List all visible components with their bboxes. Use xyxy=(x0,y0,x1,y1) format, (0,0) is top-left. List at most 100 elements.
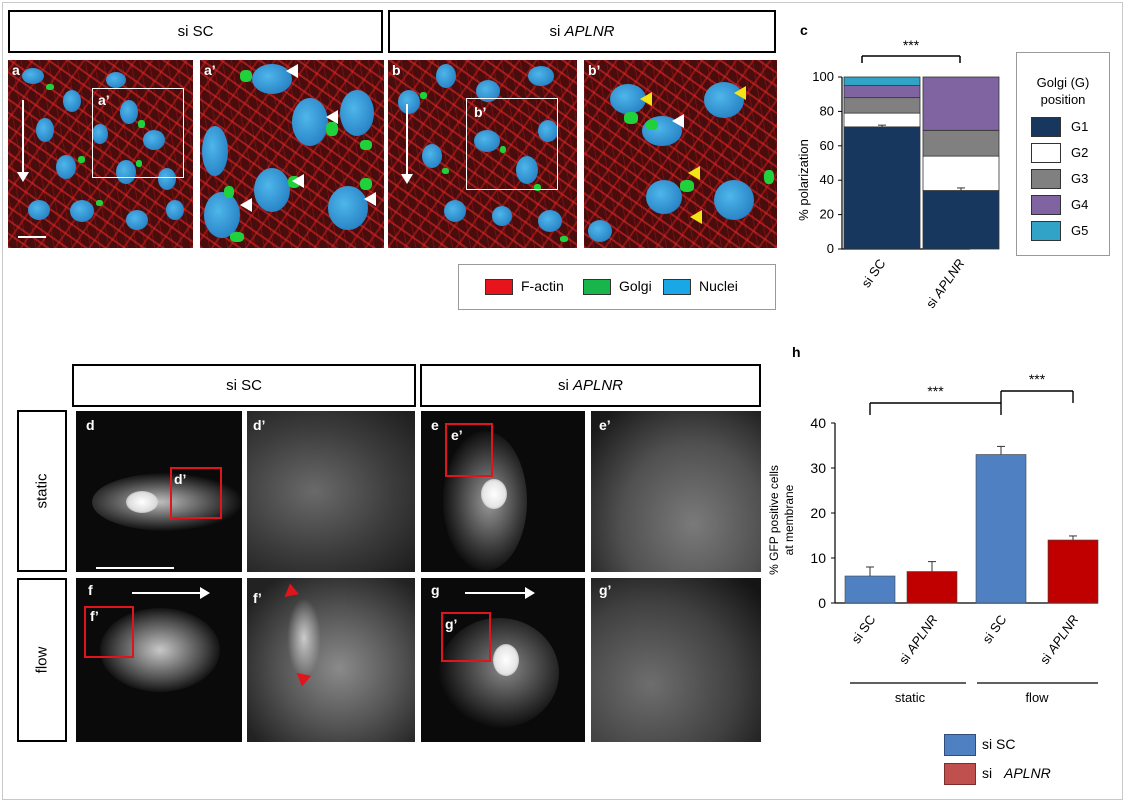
nucleus xyxy=(474,130,500,152)
h-x-tick-label: si SC xyxy=(979,612,1009,646)
legend-label-g2: G2 xyxy=(1071,145,1089,160)
header-si-aplnr-top-gene: APLNR xyxy=(564,23,615,40)
golgi-spot xyxy=(420,92,427,99)
cell-body xyxy=(100,608,220,692)
legend-label-si-sc: si SC xyxy=(982,736,1016,752)
label-e: e xyxy=(431,417,439,433)
golgi-spot xyxy=(240,70,252,82)
header-si-sc-bottom-label: si SC xyxy=(226,377,262,394)
chart-c: *** % polarization 0 20 40 60 80 100 si SC si A… xyxy=(796,37,1000,311)
h-bar-static-si-aplnr xyxy=(906,571,958,604)
arrowhead-white xyxy=(364,192,376,206)
legend-label-g5: G5 xyxy=(1071,223,1089,238)
c-bar-g3-si-aplnr xyxy=(922,129,1000,157)
golgi-spot xyxy=(136,160,142,167)
nucleus xyxy=(158,168,176,190)
label-g-prime-inset: g’ xyxy=(445,616,458,632)
arrowhead-yellow xyxy=(688,166,700,180)
label-d: d xyxy=(86,417,95,433)
c-y-tick-label: 80 xyxy=(820,103,834,118)
c-bar-g4-si-aplnr xyxy=(922,76,1000,131)
ylabel-c: % polarization xyxy=(796,139,811,221)
h-y-tick-label: 0 xyxy=(818,595,826,611)
legend-label-g1: G1 xyxy=(1071,119,1089,134)
golgi-legend-title-2: position xyxy=(1040,92,1086,107)
header-si-aplnr-bottom-prefix: si xyxy=(557,377,573,394)
c-bar-g3-si-sc xyxy=(843,97,921,114)
label-d-prime: d’ xyxy=(253,417,266,433)
nucleus xyxy=(92,124,108,144)
nucleus xyxy=(492,206,512,226)
h-x-tick-label: si APLNR xyxy=(1037,612,1082,667)
nucleus xyxy=(126,210,148,230)
nucleus xyxy=(106,72,126,88)
inset-box-g xyxy=(441,612,491,662)
golgi-spot xyxy=(360,178,372,190)
c-y-tick-label: 20 xyxy=(820,207,834,222)
row-label-flow-text: flow xyxy=(33,646,51,674)
label-f-prime-inset: f’ xyxy=(90,608,99,624)
nucleus xyxy=(22,68,44,84)
cell-body xyxy=(92,473,242,531)
nucleus xyxy=(422,144,442,168)
sig-stars-c: *** xyxy=(903,37,920,53)
h-y-tick-label: 10 xyxy=(810,550,826,566)
arrowhead-white xyxy=(326,110,338,124)
legend-label-g3: G3 xyxy=(1071,171,1089,186)
nucleus xyxy=(204,192,240,238)
micrograph-d-prime: d’ xyxy=(247,411,415,572)
micrograph-a: a a’ xyxy=(8,60,193,248)
golgi-spot xyxy=(764,170,774,184)
micrograph-f-prime: f’ xyxy=(247,578,415,742)
nucleus xyxy=(714,180,754,220)
golgi-spot xyxy=(534,184,541,191)
header-si-aplnr-top-prefix: si xyxy=(549,23,565,40)
nucleus xyxy=(36,118,54,142)
legend-label-nuclei: Nuclei xyxy=(699,278,738,294)
golgi-spot xyxy=(680,180,694,192)
nucleus xyxy=(116,160,136,184)
label-b: b xyxy=(392,62,401,78)
micrograph-b: b b’ xyxy=(388,60,577,248)
micrograph-d: d d’ xyxy=(76,411,242,572)
arrowhead-white xyxy=(672,114,684,128)
nucleus xyxy=(292,98,328,146)
golgi-legend-title-1: Golgi (G) xyxy=(1036,75,1090,90)
legend-swatch-nuclei xyxy=(663,279,691,295)
nucleus xyxy=(516,156,538,184)
cell-nucleus xyxy=(126,491,158,513)
legend-swatch-g1 xyxy=(1031,117,1061,137)
inset-box-e xyxy=(445,423,493,477)
nucleus xyxy=(588,220,612,242)
h-bar-flow-si-sc xyxy=(975,454,1027,604)
nucleus xyxy=(120,100,138,124)
nucleus xyxy=(538,210,562,232)
group-label-static: static xyxy=(895,690,926,705)
legend-swatch-golgi xyxy=(583,279,611,295)
arrowhead-yellow xyxy=(640,92,652,106)
panel-letter-c: c xyxy=(800,22,808,38)
arrowhead-white xyxy=(292,174,304,188)
nucleus xyxy=(436,64,456,88)
arrowhead-yellow xyxy=(734,86,746,100)
micrograph-e: e e’ xyxy=(421,411,585,572)
row-label-static: static xyxy=(17,410,67,572)
header-si-sc-top: si SC xyxy=(8,10,383,53)
c-bar-g1-si-sc xyxy=(843,126,921,250)
golgi-spot xyxy=(96,200,103,206)
micrograph-e-prime: e’ xyxy=(591,411,761,572)
nucleus xyxy=(56,155,76,179)
label-e-prime: e’ xyxy=(599,417,611,433)
c-y-tick-label: 60 xyxy=(820,138,834,153)
h-bar-static-si-sc xyxy=(844,575,896,604)
h-y-tick-label: 20 xyxy=(810,505,826,521)
ylabel-h-line1: % GFP positive cells xyxy=(767,465,781,575)
nucleus xyxy=(398,90,420,114)
arrowhead-red xyxy=(280,583,299,603)
header-si-aplnr-top: si APLNR xyxy=(388,10,776,53)
golgi-spot xyxy=(624,112,638,124)
h-sig-stars-left: *** xyxy=(927,383,944,399)
golgi-spot xyxy=(500,146,506,153)
label-a-prime: a’ xyxy=(204,62,216,78)
header-si-sc-bottom: si SC xyxy=(72,364,416,407)
